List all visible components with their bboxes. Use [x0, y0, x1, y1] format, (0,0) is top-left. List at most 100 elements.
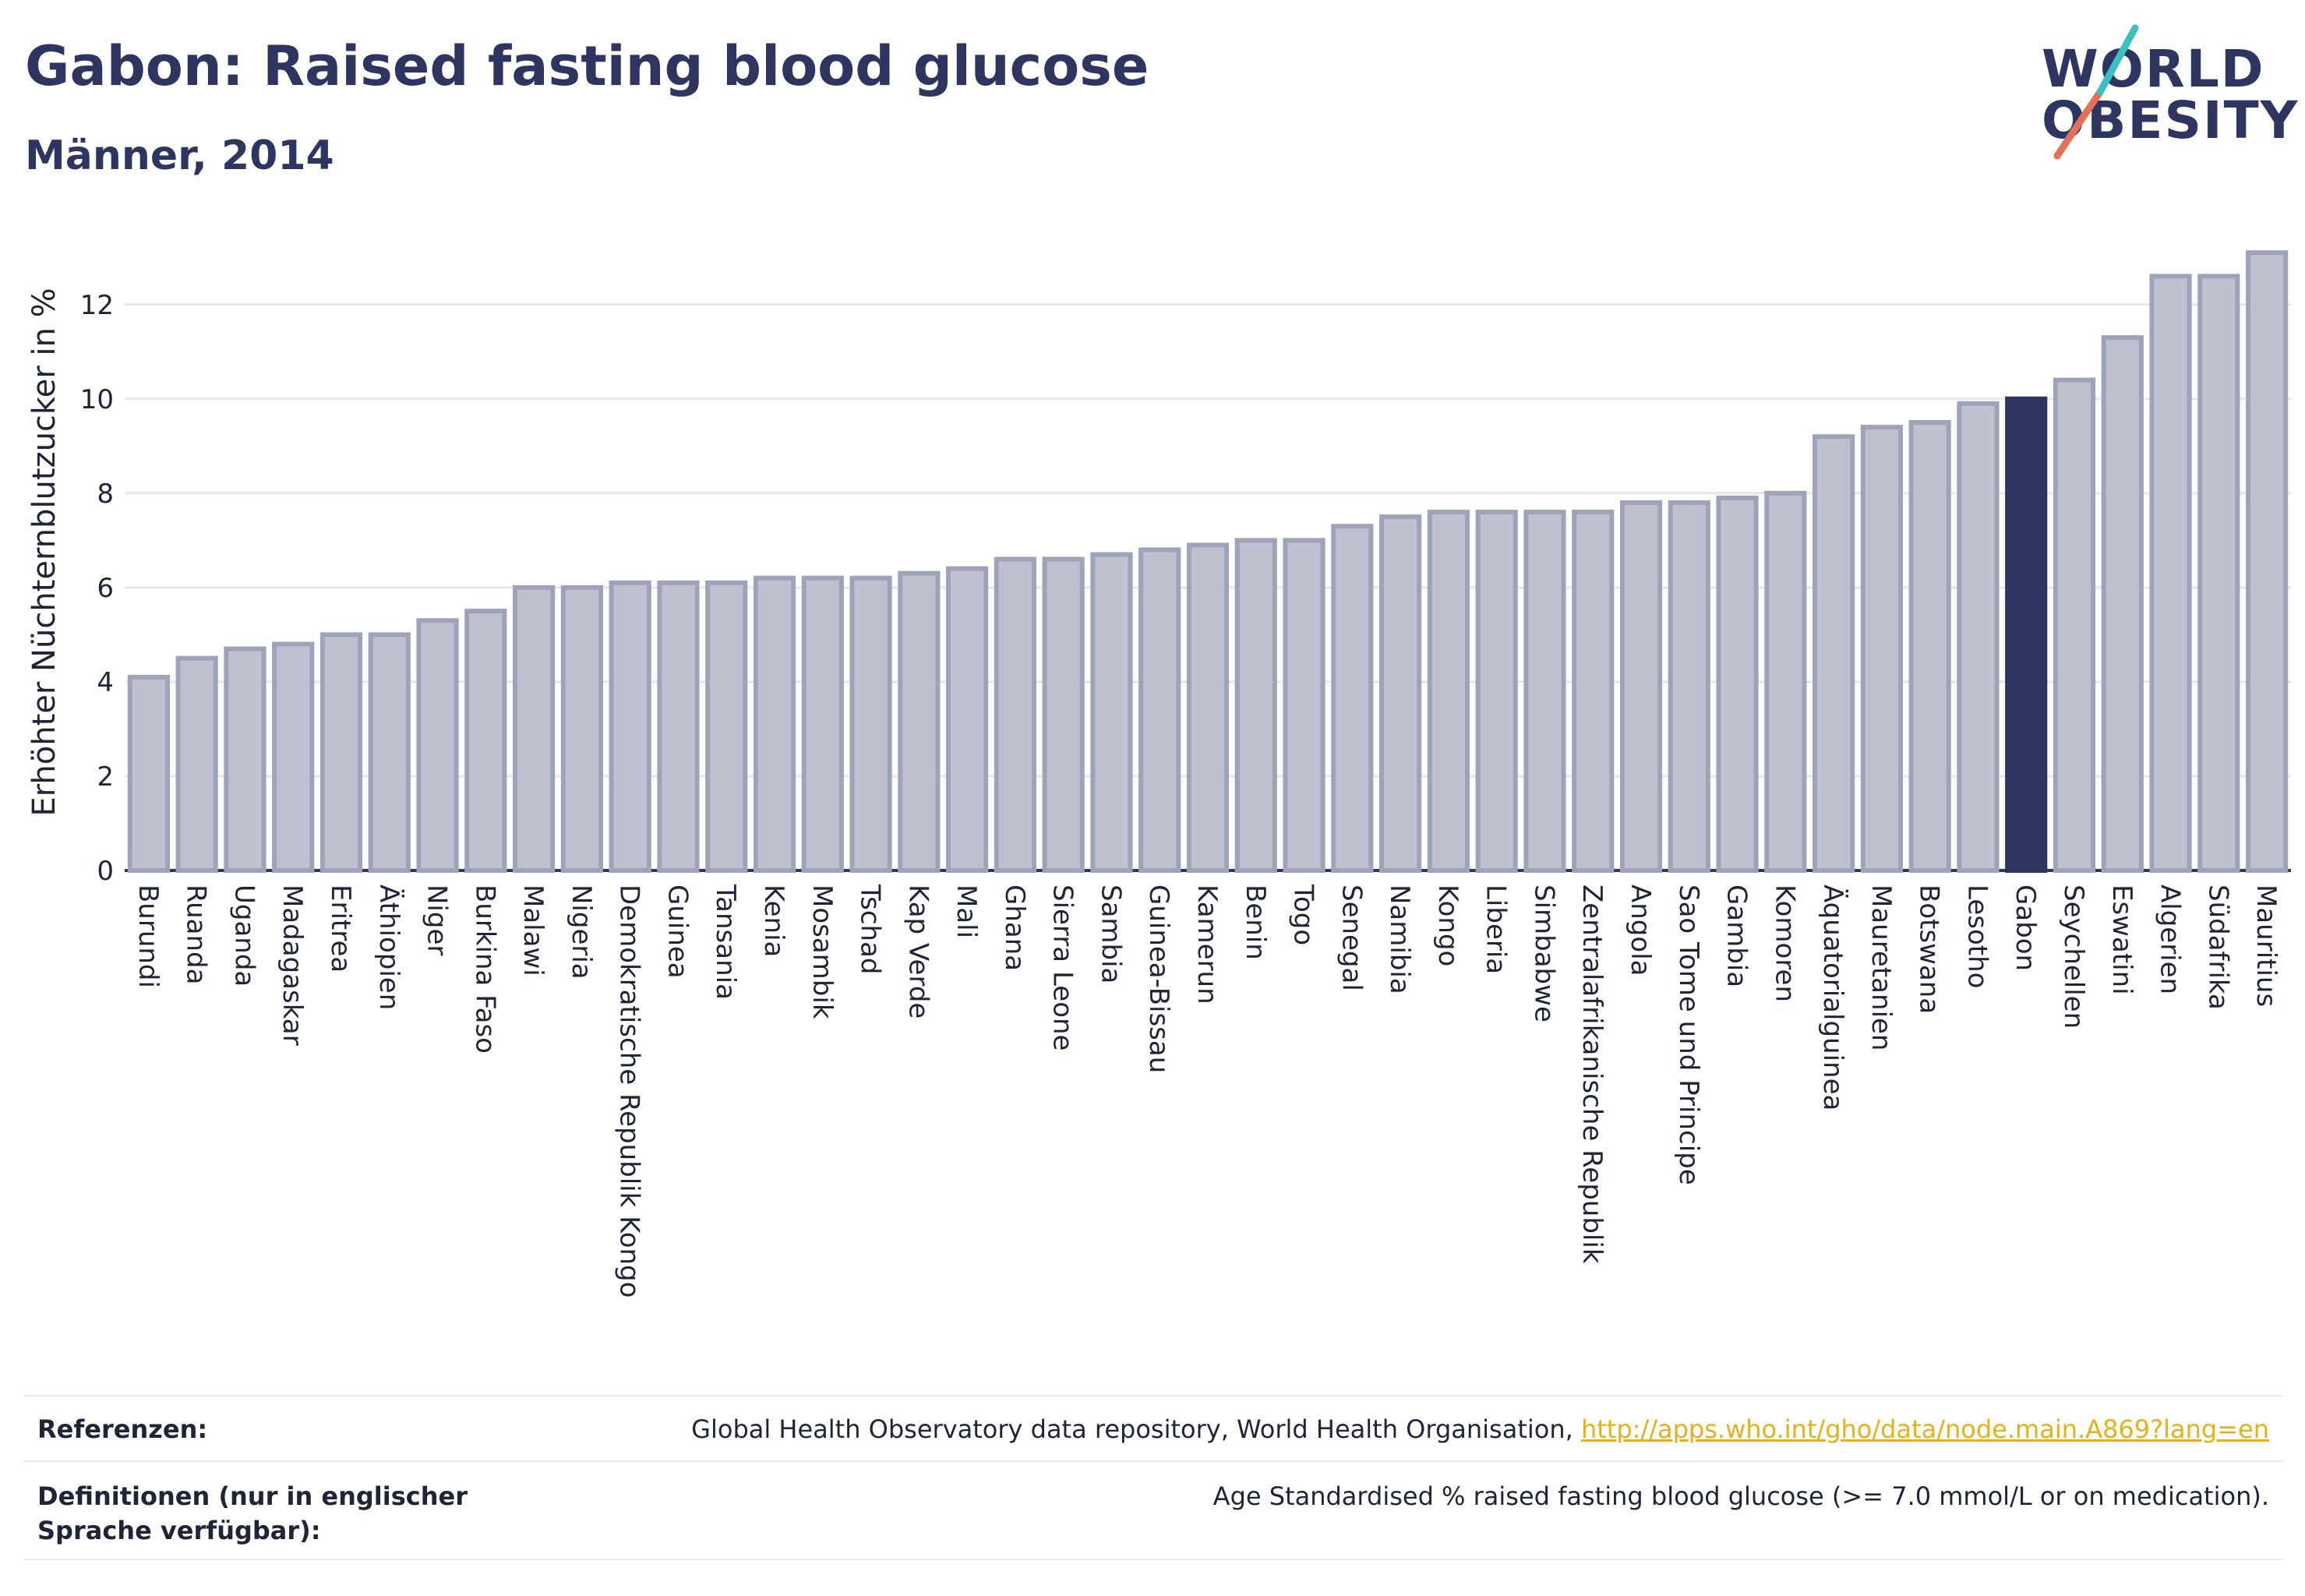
x-tick-label: Nigeria: [566, 885, 597, 980]
x-tick-label: Tschad: [855, 884, 886, 975]
x-tick-label: Niger: [422, 885, 453, 955]
world-obesity-logo: WORLD OBESITY: [2034, 22, 2297, 170]
x-tick-label: Seychellen: [2058, 885, 2089, 1029]
bar: [1331, 524, 1374, 873]
chart-subtitle: Männer, 2014: [25, 132, 334, 179]
x-tick-label: Mali: [951, 885, 982, 938]
x-tick-label: Zentralafrikanische Republik: [1576, 885, 1608, 1264]
x-tick-label: Eswatini: [2106, 885, 2137, 995]
x-tick-label: Eritrea: [325, 885, 356, 973]
x-tick-label: Sao Tome und Principe: [1673, 885, 1704, 1185]
bar: [416, 618, 459, 873]
bar: [1475, 510, 1518, 873]
y-tick-label: 10: [80, 384, 114, 415]
chart-title: Gabon: Raised fasting blood glucose: [25, 34, 1149, 98]
x-tick-label: Tansania: [710, 884, 741, 1000]
bar: [1090, 552, 1133, 873]
bar: [609, 580, 651, 873]
x-tick-label: Äthiopien: [373, 885, 404, 1010]
bar: [175, 655, 218, 874]
references-value: Global Health Observatory data repositor…: [691, 1412, 2269, 1446]
bar: [1283, 538, 1325, 873]
x-tick-label: Kap Verde: [902, 885, 934, 1019]
x-tick-label: Mosambik: [807, 885, 838, 1019]
bar: [272, 641, 315, 873]
bar: [1860, 425, 1903, 873]
bar: [801, 575, 844, 873]
x-tick-label: Komoren: [1769, 885, 1800, 1002]
logo-line-1: WORLD: [2042, 39, 2265, 99]
bar: [319, 632, 363, 873]
bar: [1379, 514, 1422, 873]
references-row: Referenzen: Global Health Observatory da…: [23, 1395, 2283, 1462]
bar: [1813, 434, 1855, 874]
bar: [224, 646, 267, 874]
x-tick-label: Kongo: [1432, 885, 1463, 966]
y-tick-label: 0: [97, 856, 114, 887]
x-tick-label: Südafrika: [2202, 885, 2233, 1010]
definitions-row: Definitionen (nur in englischer Sprache …: [23, 1460, 2283, 1560]
y-tick-label: 12: [80, 290, 114, 321]
references-text: Global Health Observatory data repositor…: [691, 1414, 1581, 1444]
bar: [127, 674, 170, 874]
bar: [946, 566, 989, 873]
bar: [705, 580, 748, 873]
logo-slash-icon: [2053, 24, 2139, 160]
x-tick-label: Togo: [1288, 884, 1319, 945]
bar: [368, 632, 411, 873]
bar: [849, 575, 892, 873]
references-label: Referenzen:: [37, 1414, 208, 1444]
x-tick-label: Mauritius: [2250, 885, 2282, 1007]
bar: [2149, 274, 2192, 873]
bar: [1716, 495, 1759, 873]
definitions-label: Definitionen (nur in englischer Sprache …: [37, 1481, 468, 1545]
bar: [994, 556, 1036, 873]
x-tick-label: Madagaskar: [277, 885, 308, 1046]
x-tick-label: Gabon: [2010, 885, 2041, 971]
x-tick-label: Guinea: [662, 885, 693, 979]
bar: [1619, 500, 1663, 873]
x-tick-label: Liberia: [1481, 885, 1512, 974]
x-tick-label: Senegal: [1336, 885, 1367, 991]
x-tick-label: Ghana: [999, 885, 1030, 971]
x-tick-label: Kamerun: [1191, 885, 1223, 1005]
bar: [1572, 510, 1615, 873]
bar: [753, 575, 796, 873]
x-tick-label: Uganda: [228, 885, 259, 987]
bar: [1186, 542, 1230, 873]
x-tick-label: Botswana: [1914, 885, 1945, 1014]
bar: [1668, 500, 1710, 873]
bar: [560, 584, 603, 873]
x-axis-labels: Burundi Ruanda Uganda Madagaskar Eritrea Äthi…: [132, 884, 2282, 1298]
x-tick-label: Algerien: [2155, 885, 2186, 994]
x-tick-label: Guinea-Bissau: [1143, 885, 1174, 1073]
bar: [1042, 556, 1085, 873]
bar-highlight: [2005, 396, 2048, 873]
x-tick-label: Kenia: [758, 885, 789, 957]
x-tick-label: Mauretanien: [1866, 885, 1897, 1051]
y-tick-label: 4: [97, 667, 114, 698]
bar: [1523, 510, 1566, 873]
bar: [2053, 377, 2096, 873]
bars: [127, 250, 2289, 874]
bar: [2246, 250, 2289, 874]
x-tick-label: Malawi: [517, 885, 549, 976]
x-tick-label: Sierra Leone: [1047, 885, 1078, 1050]
bar: [513, 584, 556, 873]
definitions-value: Age Standardised % raised fasting blood …: [1213, 1481, 2269, 1511]
x-tick-label: Sambia: [1095, 885, 1126, 983]
bar: [657, 580, 700, 873]
references-link[interactable]: http://apps.who.int/gho/data/node.main.A…: [1580, 1414, 2269, 1444]
x-tick-label: Namibia: [1384, 885, 1415, 994]
y-tick-label: 2: [97, 761, 114, 793]
x-tick-label: Angola: [1625, 885, 1656, 976]
bar: [1234, 538, 1277, 873]
x-tick-label: Burkina Faso: [469, 885, 500, 1054]
bar: [1764, 490, 1807, 873]
y-tick-label: 6: [97, 573, 114, 604]
y-axis-label: Erhöhter Nüchternblutzucker in %: [26, 288, 62, 816]
x-tick-label: Simbabwe: [1528, 885, 1559, 1022]
bar: [1427, 510, 1470, 873]
y-tick-label: 8: [97, 478, 114, 510]
bar: [898, 570, 941, 873]
